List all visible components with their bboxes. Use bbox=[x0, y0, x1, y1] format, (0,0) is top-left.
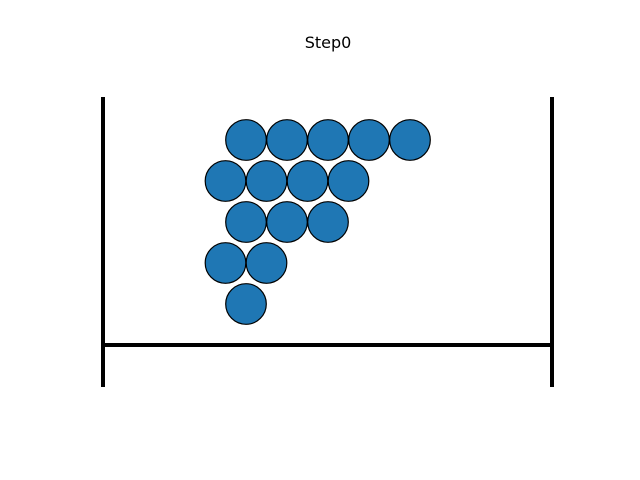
ball bbox=[266, 119, 308, 161]
ball bbox=[225, 283, 267, 325]
ball bbox=[348, 119, 390, 161]
ball bbox=[307, 201, 349, 243]
ball bbox=[225, 119, 267, 161]
ball bbox=[327, 160, 370, 202]
ball bbox=[307, 119, 349, 161]
diagram-title: Step0 bbox=[304, 33, 352, 52]
ball bbox=[389, 119, 431, 161]
ball bbox=[245, 160, 288, 202]
ball-group bbox=[204, 119, 431, 325]
ball bbox=[204, 160, 247, 202]
ball bbox=[286, 160, 329, 202]
ball bbox=[225, 201, 267, 243]
ball bbox=[266, 201, 308, 243]
ball bbox=[245, 242, 288, 284]
ball bbox=[204, 242, 247, 284]
